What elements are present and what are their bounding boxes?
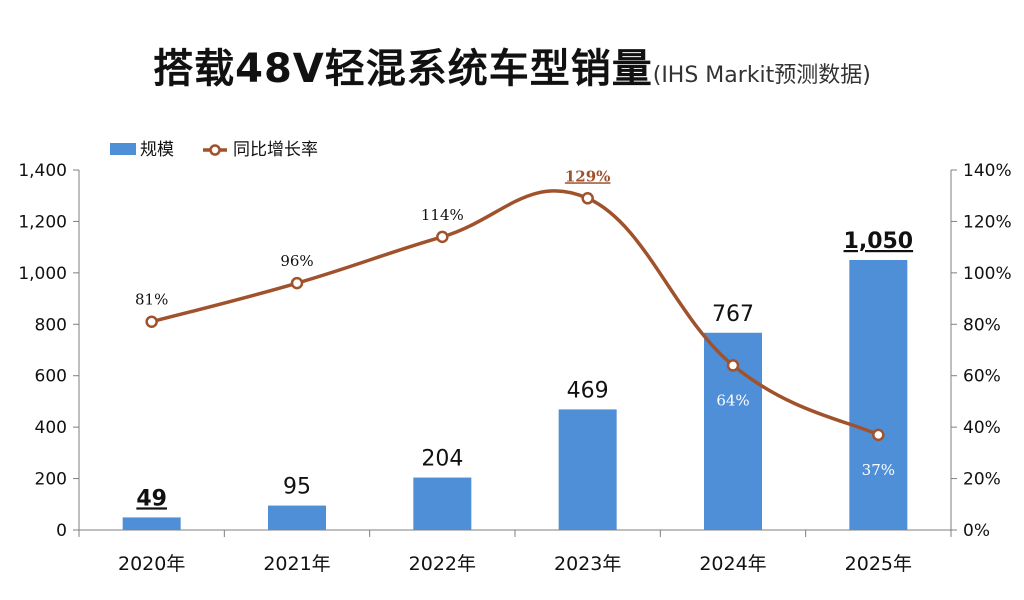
legend-bar-label: 规模: [140, 140, 174, 160]
right-tick-label: 60%: [963, 367, 1001, 387]
right-tick-label: 80%: [963, 315, 1001, 335]
line-data-label: 37%: [862, 461, 895, 479]
bar-data-label: 204: [421, 447, 463, 472]
left-tick-label: 0: [56, 521, 67, 541]
growth-rate-point: [436, 230, 449, 244]
left-tick-label: 1,200: [18, 212, 67, 232]
bar-data-label: 767: [712, 302, 754, 327]
bar: [268, 505, 326, 530]
x-category-label: 2023年: [554, 553, 621, 575]
line-data-label: 96%: [280, 252, 313, 270]
right-tick-label: 40%: [963, 418, 1001, 438]
growth-rate-line: [151, 189, 880, 437]
left-tick-label: 800: [35, 315, 67, 335]
growth-rate-point: [290, 276, 304, 290]
bar-data-label: 1,050: [844, 229, 914, 254]
title-main: 搭载48V轻混系统车型销量: [153, 46, 653, 92]
bar-data-label: 95: [283, 475, 311, 500]
right-tick-label: 120%: [963, 212, 1012, 232]
bar: [558, 409, 617, 530]
line-data-label: 129%: [565, 167, 611, 185]
left-tick-label: 600: [35, 367, 67, 387]
title-source: (IHS Markit预测数据): [652, 63, 871, 88]
line-data-label: 114%: [421, 206, 464, 224]
x-category-label: 2025年: [845, 553, 912, 575]
growth-rate-point: [581, 192, 594, 205]
right-tick-label: 100%: [963, 264, 1012, 284]
bar-data-label: 49: [136, 486, 167, 511]
legend-line-label: 同比增长率: [233, 140, 318, 160]
bar: [849, 260, 908, 530]
left-tick-label: 200: [35, 470, 67, 490]
legend-bar-swatch: [110, 143, 136, 155]
bar: [122, 517, 181, 530]
right-tick-label: 0%: [963, 521, 990, 541]
x-category-label: 2022年: [409, 553, 476, 575]
right-tick-label: 20%: [963, 470, 1001, 490]
right-tick-label: 140%: [963, 161, 1012, 181]
growth-rate-point: [872, 428, 885, 442]
x-category-label: 2020年: [118, 553, 185, 575]
x-category-label: 2024年: [699, 553, 766, 575]
growth-rate-point: [726, 359, 740, 372]
legend-line-marker: [209, 144, 221, 156]
bar: [413, 477, 472, 530]
growth-rate-point: [145, 315, 158, 328]
bar-data-label: 469: [567, 378, 609, 403]
chart-title: 搭载48V轻混系统车型销量(IHS Markit预测数据): [0, 36, 1024, 94]
line-data-label: 81%: [135, 291, 168, 309]
left-tick-label: 1,000: [18, 264, 67, 284]
left-tick-label: 400: [35, 418, 67, 438]
line-data-label: 64%: [716, 391, 749, 409]
x-category-label: 2021年: [263, 553, 330, 575]
left-tick-label: 1,400: [18, 161, 67, 181]
